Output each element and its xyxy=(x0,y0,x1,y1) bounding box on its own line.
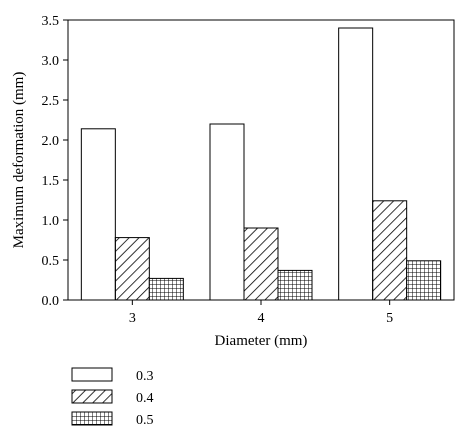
legend-swatch-0.3 xyxy=(71,367,113,382)
x-tick-label: 4 xyxy=(258,311,265,326)
legend: 0.3 0.4 0.5 xyxy=(71,367,154,428)
legend-swatch-0.4 xyxy=(71,389,113,404)
bar-0.5-d3 xyxy=(148,277,184,301)
bar-0.4-d4 xyxy=(243,227,279,301)
y-axis-label: Maximum deformation (mm) xyxy=(11,72,27,249)
x-axis-label: Diameter (mm) xyxy=(215,333,308,349)
bar-0.4-d3 xyxy=(114,237,150,301)
y-tick-label: 1.0 xyxy=(42,214,60,229)
y-tick-label: 0.0 xyxy=(42,294,60,309)
y-tick-label: 3.5 xyxy=(42,14,60,29)
bar-0.4-d5 xyxy=(372,200,408,301)
y-tick-label: 0.5 xyxy=(42,254,60,269)
y-tick-label: 2.0 xyxy=(42,134,60,149)
x-axis: 3 4 5 xyxy=(129,300,393,326)
bar-0.3-d4 xyxy=(209,123,245,301)
bars xyxy=(80,27,442,301)
x-tick-label: 5 xyxy=(386,311,393,326)
y-axis: 0.0 0.5 1.0 1.5 2.0 2.5 3.0 3.5 xyxy=(42,14,68,309)
y-tick-label: 3.0 xyxy=(42,54,60,69)
bar-0.3-d5 xyxy=(338,27,374,301)
legend-label: 0.5 xyxy=(136,413,154,428)
legend-swatch-0.5 xyxy=(71,411,113,426)
bar-0.3-d3 xyxy=(80,128,116,301)
y-tick-label: 2.5 xyxy=(42,94,60,109)
x-tick-label: 3 xyxy=(129,311,136,326)
bar-0.5-d4 xyxy=(277,269,313,301)
legend-label: 0.4 xyxy=(136,391,154,406)
legend-label: 0.3 xyxy=(136,369,154,384)
bar-0.5-d5 xyxy=(406,260,442,301)
y-tick-label: 1.5 xyxy=(42,174,60,189)
